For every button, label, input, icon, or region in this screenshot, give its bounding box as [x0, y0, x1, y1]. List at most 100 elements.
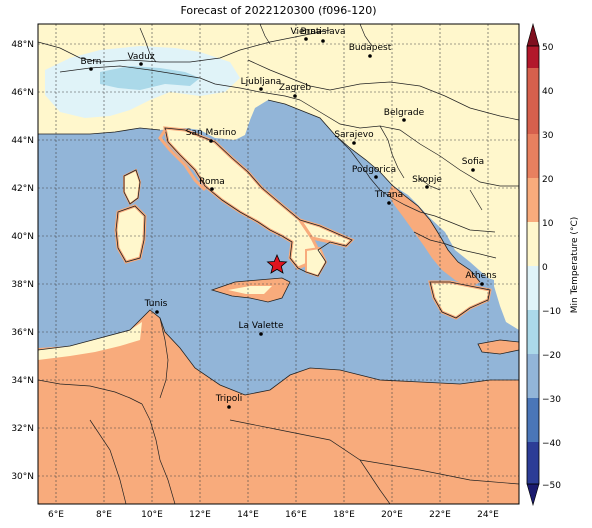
crete-land: [478, 340, 519, 354]
lon-tick-label: 18°E: [333, 510, 355, 520]
city-label: Bratislava: [301, 27, 346, 37]
city-label: La Valette: [239, 321, 284, 331]
lat-axis: 48°N 46°N 44°N 42°N 40°N 38°N 36°N 34°N …: [11, 40, 34, 482]
city-marker: Sarajevo: [334, 130, 374, 145]
city-marker: Tripoli: [215, 394, 243, 409]
colorbar-segment: [527, 310, 539, 354]
africa-land: [38, 310, 519, 504]
lon-tick-label: 8°E: [96, 510, 112, 520]
lat-tick-label: 40°N: [11, 232, 34, 242]
colorbar-segment: [527, 222, 539, 266]
lat-tick-label: 48°N: [11, 40, 34, 50]
plot-frame: [37, 23, 520, 505]
city-marker: Sofia: [462, 157, 484, 172]
city-label: Athens: [465, 271, 496, 281]
lon-tick-label: 12°E: [189, 510, 211, 520]
colorbar-tick-label: 40: [542, 87, 554, 97]
lon-tick-label: 24°E: [477, 510, 499, 520]
lat-tick-label: 32°N: [11, 424, 34, 434]
lat-tick-label: 30°N: [11, 472, 34, 482]
colorbar-segment: [527, 354, 539, 398]
colorbar: 50 40 30 20 10 0 −10 −20 −30 −40 −50 Min…: [526, 22, 580, 507]
gridlines: [38, 24, 519, 504]
lat-tick-label: 42°N: [11, 184, 34, 194]
city-marker: Zagreb: [279, 83, 311, 98]
sicily-cool: [228, 286, 272, 294]
city-marker: Skopje: [412, 175, 442, 189]
lat-tick-label: 34°N: [11, 376, 34, 386]
city-label: Tunis: [144, 299, 168, 309]
city-label: Roma: [199, 177, 225, 187]
coastlines: [38, 99, 519, 396]
colorbar-tick-label: −40: [542, 439, 561, 449]
page-title: Forecast of 2022120300 (f096-120): [180, 4, 377, 17]
city-marker: Vienna: [291, 27, 322, 41]
colorbar-segment: [527, 266, 539, 310]
lon-tick-label: 14°E: [237, 510, 259, 520]
colorbar-tick-label: 50: [542, 43, 554, 53]
lat-tick-label: 36°N: [11, 328, 34, 338]
city-marker: Podgorica: [352, 165, 396, 179]
balkans-coast-warm: [388, 185, 480, 288]
colorbar-tick-label: 10: [542, 219, 554, 229]
colorbar-label: Min Temperature (°C): [570, 217, 580, 314]
city-marker: Roma: [199, 177, 225, 191]
city-marker: Belgrade: [384, 108, 425, 122]
colorbar-segment: [527, 442, 539, 484]
city-label: Tirana: [374, 190, 403, 200]
city-label: Skopje: [412, 175, 442, 185]
city-label: Sofia: [462, 157, 484, 167]
city-label: Tripoli: [215, 394, 243, 404]
city-label: Bern: [81, 57, 102, 67]
colorbar-segment: [527, 46, 539, 68]
city-label: Vienna: [291, 27, 322, 37]
city-label: San Marino: [186, 128, 237, 138]
lon-tick-label: 10°E: [141, 510, 163, 520]
colorbar-segment: [527, 68, 539, 90]
city-marker: San Marino: [186, 128, 237, 143]
colorbar-segment: [527, 398, 539, 442]
lat-tick-label: 46°N: [11, 88, 34, 98]
city-marker: Budapest: [349, 43, 392, 58]
city-label: Belgrade: [384, 108, 425, 118]
turkey-land: [494, 228, 519, 330]
city-marker: Tunis: [144, 299, 168, 314]
colorbar-tick-label: −30: [542, 395, 561, 405]
city-marker: Bratislava: [301, 27, 346, 43]
colorbar-tick-label: −10: [542, 307, 561, 317]
colorbar-tick-label: 0: [542, 263, 548, 273]
city-marker: Tirana: [374, 190, 403, 205]
colorbar-tick-label: 20: [542, 175, 554, 185]
city-label: Ljubljana: [241, 77, 282, 87]
city-marker: Athens: [465, 271, 497, 286]
colorbar-top-arrow: [526, 22, 540, 47]
colorbar-segment: [527, 178, 539, 222]
lon-axis: 6°E 8°E 10°E 12°E 14°E 16°E 18°E 20°E 22…: [48, 510, 499, 520]
colorbar-segment: [527, 90, 539, 134]
lon-tick-label: 6°E: [48, 510, 64, 520]
city-marker: Bern: [81, 57, 102, 71]
city-marker: La Valette: [239, 321, 284, 336]
city-label: Vaduz: [127, 52, 154, 62]
lon-tick-label: 20°E: [381, 510, 403, 520]
city-label: Podgorica: [352, 165, 396, 175]
colorbar-tick-label: 30: [542, 131, 554, 141]
cities: Bern Vaduz Vienna Bratislava Budapest Lj…: [81, 27, 497, 409]
city-label: Sarajevo: [334, 130, 374, 140]
lon-tick-label: 22°E: [429, 510, 451, 520]
city-marker: Vaduz: [127, 52, 155, 66]
country-borders: [38, 24, 519, 504]
lat-tick-label: 44°N: [11, 136, 34, 146]
colorbar-segment: [527, 134, 539, 178]
lon-tick-label: 16°E: [285, 510, 307, 520]
colorbar-tick-label: −50: [542, 481, 561, 491]
star-marker: [266, 253, 288, 274]
lat-tick-label: 38°N: [11, 280, 34, 290]
colorbar-bottom-arrow: [526, 483, 540, 507]
colorbar-tick-label: −20: [542, 351, 561, 361]
city-marker: Ljubljana: [241, 77, 282, 91]
city-label: Zagreb: [279, 83, 311, 93]
tyrrhenian-coast-warm: [158, 129, 207, 192]
city-label: Budapest: [349, 43, 392, 53]
